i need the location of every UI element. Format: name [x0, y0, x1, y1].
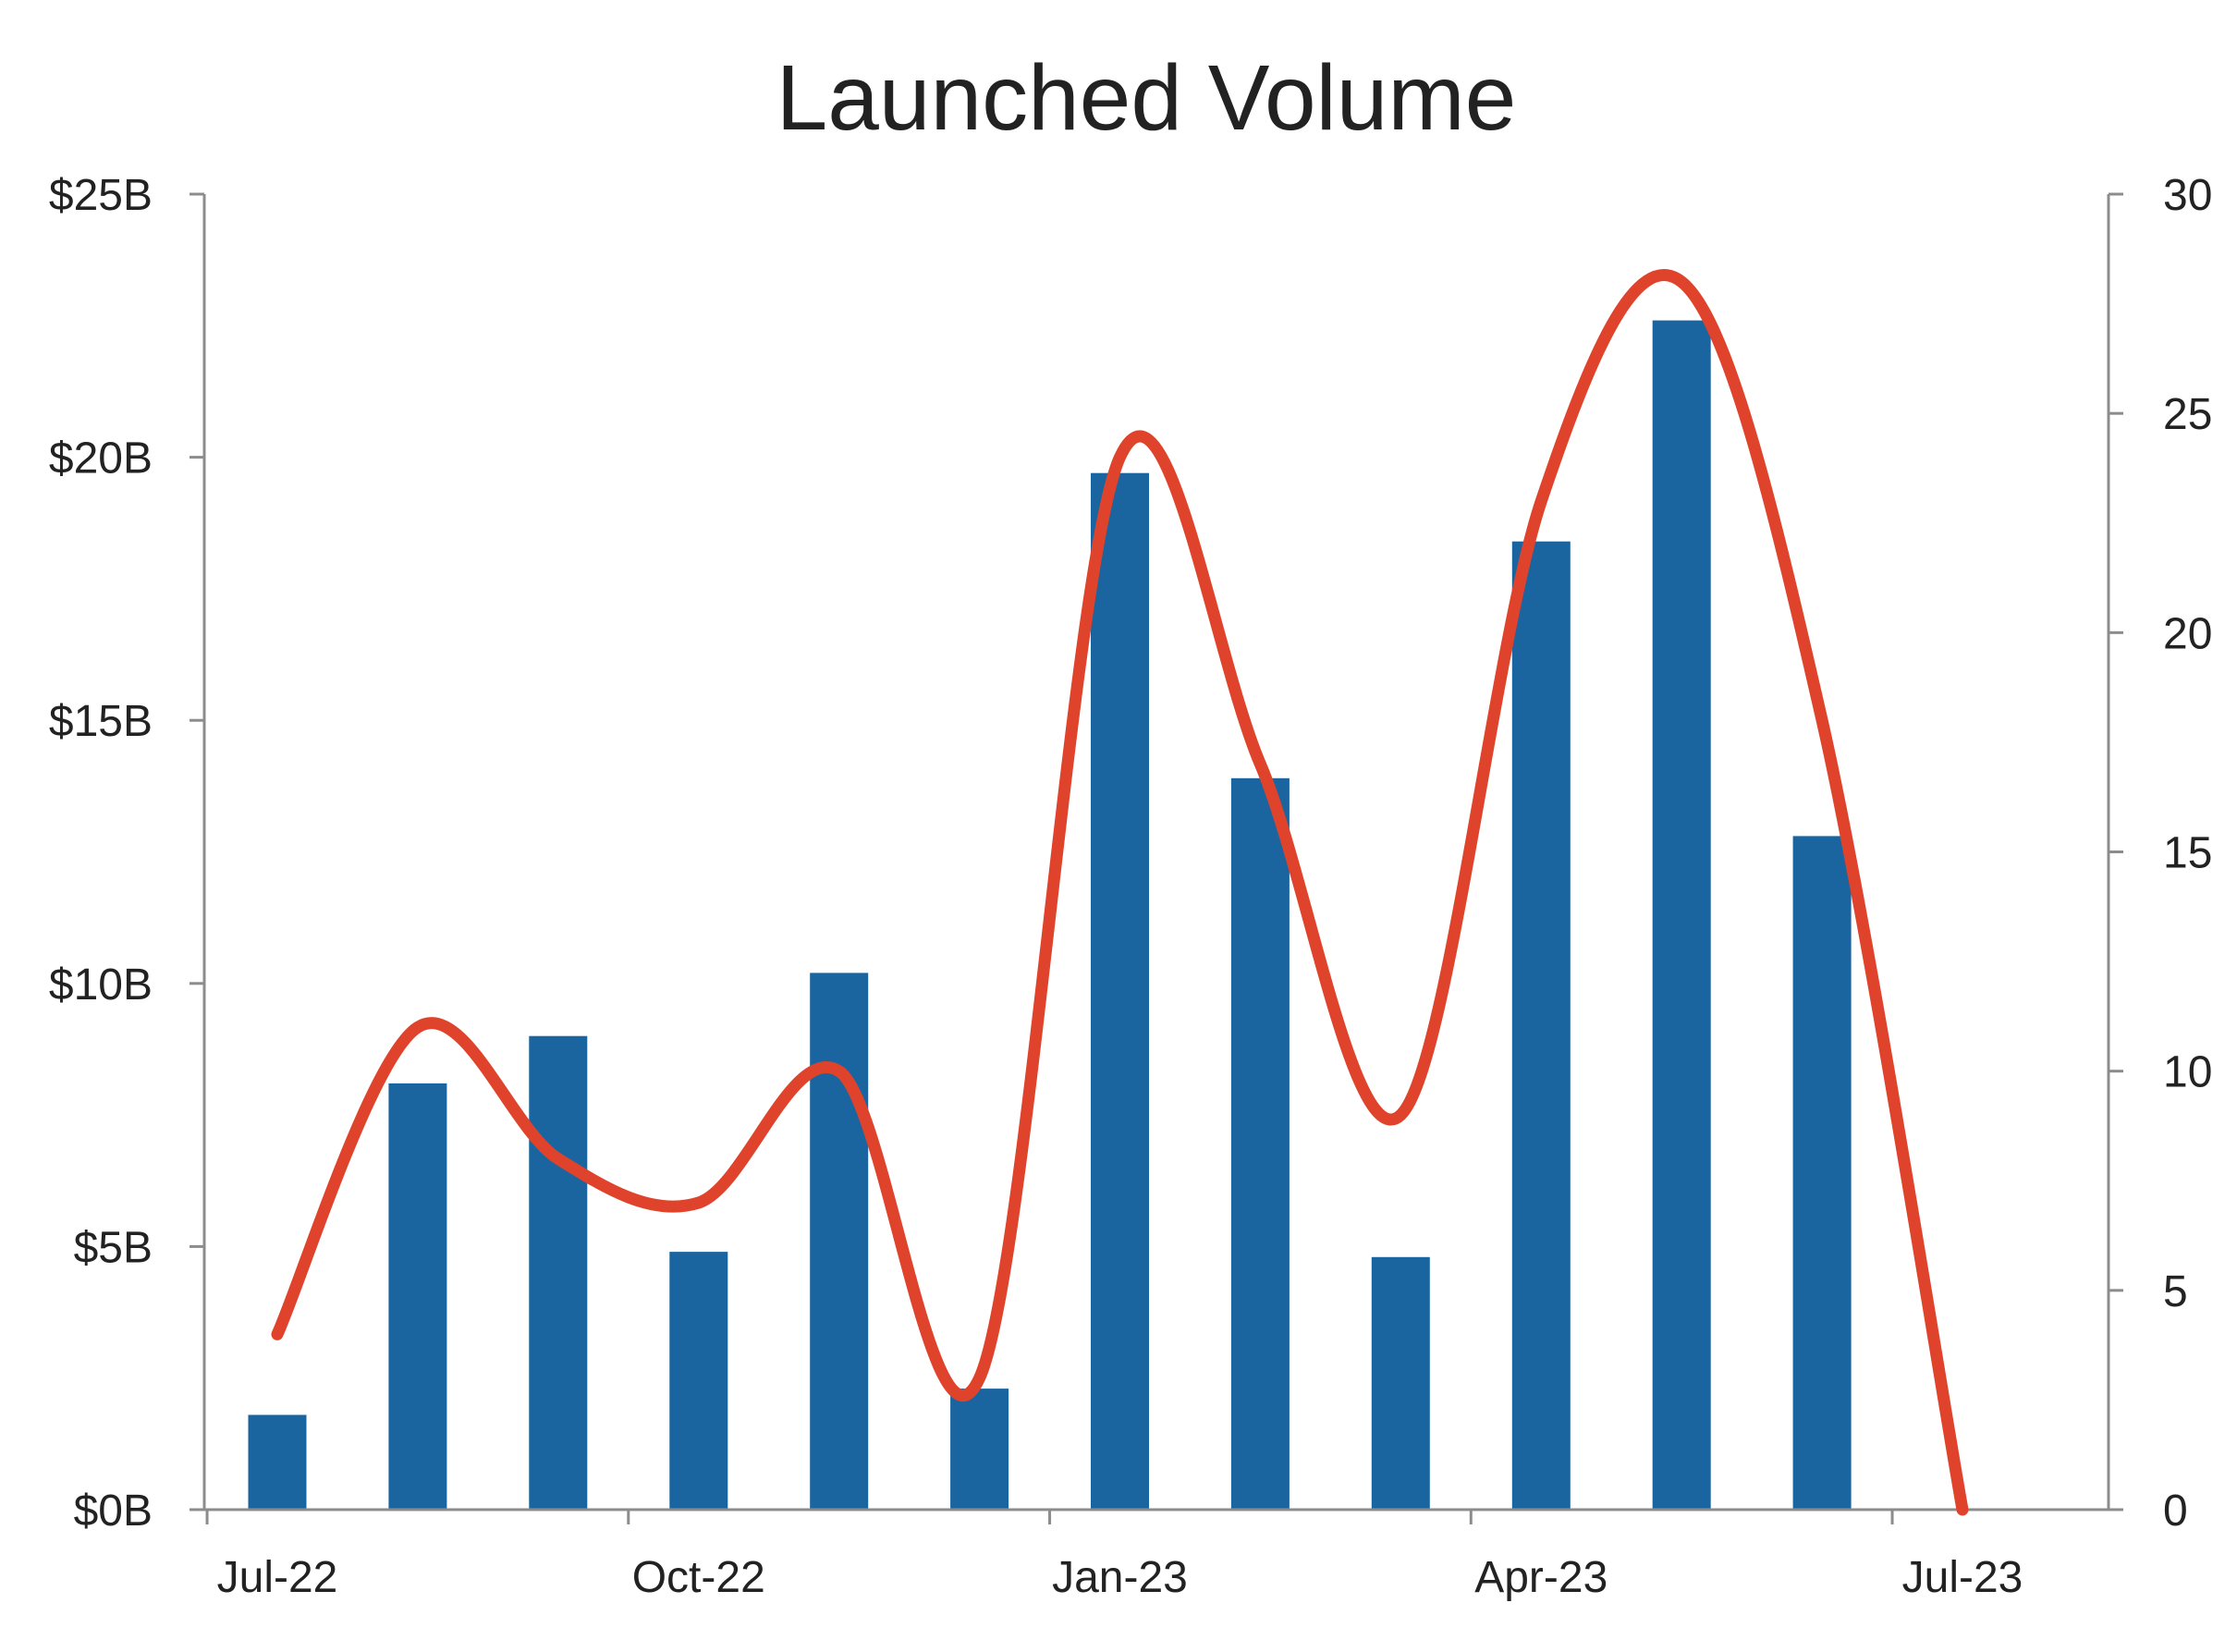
bars-series	[248, 320, 1852, 1511]
bar-apr-23	[1511, 541, 1571, 1511]
x-tick-label: Jan-23	[1052, 1553, 1188, 1602]
bar-jan-23	[1091, 472, 1149, 1511]
bar-feb-23	[1230, 777, 1290, 1510]
y-right-tick-label: 0	[2163, 1487, 2188, 1536]
line-series-path	[271, 269, 1969, 1516]
bar-jun-23	[1792, 836, 1852, 1510]
bar-oct-22	[669, 1252, 728, 1510]
y-right-tick-label: 15	[2163, 829, 2212, 878]
y-right-tick-label: 5	[2163, 1267, 2188, 1316]
bar-dec-22	[950, 1389, 1009, 1510]
chart-title: Launched Volume	[776, 46, 1517, 150]
bar-mar-23	[1371, 1256, 1430, 1510]
x-tick-label: Jul-23	[1902, 1553, 2023, 1602]
y-right-tick-label: 30	[2163, 171, 2212, 220]
y-left-tick-label: $20B	[49, 434, 153, 483]
y-left-tick-label: $10B	[49, 961, 153, 1010]
bar-may-23	[1652, 320, 1711, 1511]
y-left-tick-label: $5B	[74, 1223, 153, 1272]
x-tick-label: Jul-22	[217, 1553, 338, 1602]
bar-jul-22	[248, 1414, 307, 1510]
bar-aug-22	[388, 1083, 447, 1510]
y-right-tick-label: 25	[2163, 390, 2212, 439]
line-series	[271, 269, 1969, 1516]
axes: $0B $5B $10B $15B $20B $25B 0 5 10 15 20 25 30 Jul-22…	[49, 171, 2213, 1602]
x-tick-label: Apr-23	[1474, 1553, 1607, 1602]
y-left-tick-label: $15B	[49, 697, 153, 746]
y-left-tick-label: $25B	[49, 171, 153, 220]
bar-sep-22	[529, 1035, 588, 1510]
x-tick-label: Oct-22	[632, 1553, 765, 1602]
y-left-tick-label: $0B	[74, 1487, 153, 1536]
bar-nov-22	[810, 973, 869, 1510]
y-right-tick-label: 10	[2163, 1048, 2212, 1097]
y-right-tick-label: 20	[2163, 609, 2212, 658]
